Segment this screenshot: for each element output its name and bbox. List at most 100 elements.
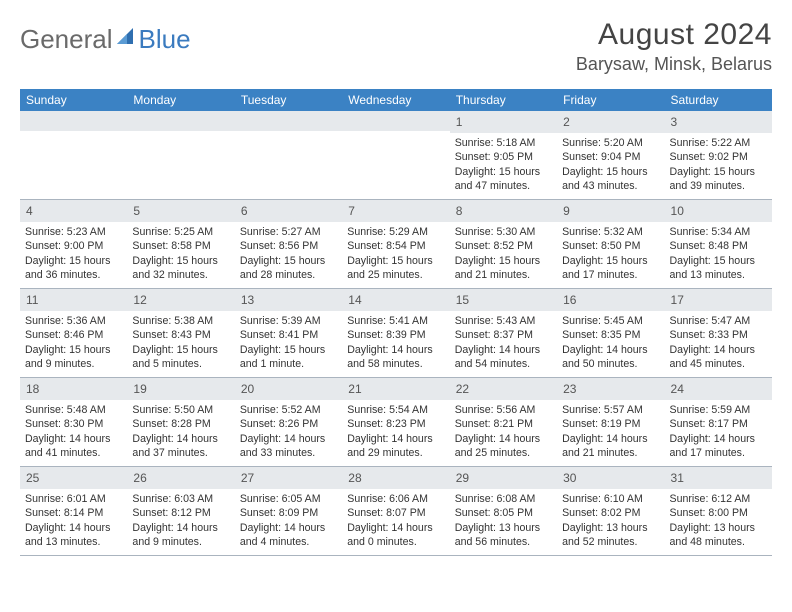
sunset-text: Sunset: 8:58 PM (132, 239, 229, 253)
day-number: 14 (342, 289, 449, 311)
daylight-text: Daylight: 14 hours and 58 minutes. (347, 343, 444, 372)
day-number (127, 111, 234, 131)
daylight-text: Daylight: 13 hours and 56 minutes. (455, 521, 552, 550)
sunset-text: Sunset: 8:52 PM (455, 239, 552, 253)
daylight-text: Daylight: 15 hours and 21 minutes. (455, 254, 552, 283)
sunset-text: Sunset: 8:02 PM (562, 506, 659, 520)
day-number: 30 (557, 467, 664, 489)
day-body: Sunrise: 5:22 AMSunset: 9:02 PMDaylight:… (665, 133, 772, 196)
sunrise-text: Sunrise: 5:38 AM (132, 314, 229, 328)
day-cell: 30Sunrise: 6:10 AMSunset: 8:02 PMDayligh… (557, 467, 664, 555)
day-cell: 20Sunrise: 5:52 AMSunset: 8:26 PMDayligh… (235, 378, 342, 466)
daylight-text: Daylight: 15 hours and 5 minutes. (132, 343, 229, 372)
sunset-text: Sunset: 8:23 PM (347, 417, 444, 431)
sunset-text: Sunset: 8:46 PM (25, 328, 122, 342)
day-body: Sunrise: 5:56 AMSunset: 8:21 PMDaylight:… (450, 400, 557, 463)
sunrise-text: Sunrise: 5:56 AM (455, 403, 552, 417)
sunset-text: Sunset: 8:09 PM (240, 506, 337, 520)
daylight-text: Daylight: 15 hours and 17 minutes. (562, 254, 659, 283)
sunrise-text: Sunrise: 5:59 AM (670, 403, 767, 417)
day-cell: 9Sunrise: 5:32 AMSunset: 8:50 PMDaylight… (557, 200, 664, 288)
daylight-text: Daylight: 15 hours and 28 minutes. (240, 254, 337, 283)
day-body: Sunrise: 5:54 AMSunset: 8:23 PMDaylight:… (342, 400, 449, 463)
daylight-text: Daylight: 14 hours and 4 minutes. (240, 521, 337, 550)
day-body: Sunrise: 5:23 AMSunset: 9:00 PMDaylight:… (20, 222, 127, 285)
daylight-text: Daylight: 15 hours and 43 minutes. (562, 165, 659, 194)
sunrise-text: Sunrise: 5:36 AM (25, 314, 122, 328)
day-body: Sunrise: 5:47 AMSunset: 8:33 PMDaylight:… (665, 311, 772, 374)
day-cell (342, 111, 449, 199)
sunrise-text: Sunrise: 5:54 AM (347, 403, 444, 417)
day-cell: 3Sunrise: 5:22 AMSunset: 9:02 PMDaylight… (665, 111, 772, 199)
day-number: 27 (235, 467, 342, 489)
logo-text-blue: Blue (139, 24, 191, 55)
sunrise-text: Sunrise: 5:18 AM (455, 136, 552, 150)
sunrise-text: Sunrise: 5:32 AM (562, 225, 659, 239)
sunrise-text: Sunrise: 5:48 AM (25, 403, 122, 417)
day-body: Sunrise: 5:59 AMSunset: 8:17 PMDaylight:… (665, 400, 772, 463)
daylight-text: Daylight: 14 hours and 17 minutes. (670, 432, 767, 461)
sunrise-text: Sunrise: 6:12 AM (670, 492, 767, 506)
day-number: 17 (665, 289, 772, 311)
day-cell (20, 111, 127, 199)
sunset-text: Sunset: 8:07 PM (347, 506, 444, 520)
day-number: 25 (20, 467, 127, 489)
week-row: 4Sunrise: 5:23 AMSunset: 9:00 PMDaylight… (20, 200, 772, 289)
day-body: Sunrise: 5:48 AMSunset: 8:30 PMDaylight:… (20, 400, 127, 463)
day-cell: 4Sunrise: 5:23 AMSunset: 9:00 PMDaylight… (20, 200, 127, 288)
day-number: 11 (20, 289, 127, 311)
sunset-text: Sunset: 9:02 PM (670, 150, 767, 164)
weekday-header: Tuesday (235, 89, 342, 111)
day-cell: 18Sunrise: 5:48 AMSunset: 8:30 PMDayligh… (20, 378, 127, 466)
day-number: 28 (342, 467, 449, 489)
day-body: Sunrise: 6:01 AMSunset: 8:14 PMDaylight:… (20, 489, 127, 552)
day-cell: 26Sunrise: 6:03 AMSunset: 8:12 PMDayligh… (127, 467, 234, 555)
day-body: Sunrise: 5:20 AMSunset: 9:04 PMDaylight:… (557, 133, 664, 196)
day-number: 18 (20, 378, 127, 400)
sunrise-text: Sunrise: 5:45 AM (562, 314, 659, 328)
weekday-header: Thursday (450, 89, 557, 111)
day-number: 29 (450, 467, 557, 489)
week-row: 25Sunrise: 6:01 AMSunset: 8:14 PMDayligh… (20, 467, 772, 556)
sunset-text: Sunset: 8:43 PM (132, 328, 229, 342)
day-body: Sunrise: 6:12 AMSunset: 8:00 PMDaylight:… (665, 489, 772, 552)
daylight-text: Daylight: 14 hours and 54 minutes. (455, 343, 552, 372)
sunrise-text: Sunrise: 5:50 AM (132, 403, 229, 417)
day-body: Sunrise: 5:38 AMSunset: 8:43 PMDaylight:… (127, 311, 234, 374)
sunrise-text: Sunrise: 6:03 AM (132, 492, 229, 506)
sunset-text: Sunset: 8:39 PM (347, 328, 444, 342)
day-body: Sunrise: 5:52 AMSunset: 8:26 PMDaylight:… (235, 400, 342, 463)
daylight-text: Daylight: 14 hours and 45 minutes. (670, 343, 767, 372)
daylight-text: Daylight: 14 hours and 25 minutes. (455, 432, 552, 461)
day-cell: 16Sunrise: 5:45 AMSunset: 8:35 PMDayligh… (557, 289, 664, 377)
day-cell: 13Sunrise: 5:39 AMSunset: 8:41 PMDayligh… (235, 289, 342, 377)
day-number: 31 (665, 467, 772, 489)
daylight-text: Daylight: 14 hours and 0 minutes. (347, 521, 444, 550)
weekday-header-row: SundayMondayTuesdayWednesdayThursdayFrid… (20, 89, 772, 111)
day-cell: 1Sunrise: 5:18 AMSunset: 9:05 PMDaylight… (450, 111, 557, 199)
calendar: SundayMondayTuesdayWednesdayThursdayFrid… (20, 89, 772, 556)
logo-text-general: General (20, 24, 113, 55)
daylight-text: Daylight: 14 hours and 29 minutes. (347, 432, 444, 461)
sunrise-text: Sunrise: 5:22 AM (670, 136, 767, 150)
daylight-text: Daylight: 13 hours and 52 minutes. (562, 521, 659, 550)
day-body: Sunrise: 6:10 AMSunset: 8:02 PMDaylight:… (557, 489, 664, 552)
day-body: Sunrise: 6:05 AMSunset: 8:09 PMDaylight:… (235, 489, 342, 552)
title-block: August 2024 Barysaw, Minsk, Belarus (576, 18, 772, 75)
daylight-text: Daylight: 14 hours and 21 minutes. (562, 432, 659, 461)
day-number: 26 (127, 467, 234, 489)
sunset-text: Sunset: 8:12 PM (132, 506, 229, 520)
sunset-text: Sunset: 8:33 PM (670, 328, 767, 342)
day-cell: 31Sunrise: 6:12 AMSunset: 8:00 PMDayligh… (665, 467, 772, 555)
sunset-text: Sunset: 8:48 PM (670, 239, 767, 253)
day-cell: 29Sunrise: 6:08 AMSunset: 8:05 PMDayligh… (450, 467, 557, 555)
day-body: Sunrise: 5:50 AMSunset: 8:28 PMDaylight:… (127, 400, 234, 463)
daylight-text: Daylight: 14 hours and 50 minutes. (562, 343, 659, 372)
header: General Blue August 2024 Barysaw, Minsk,… (20, 18, 772, 75)
sunrise-text: Sunrise: 5:39 AM (240, 314, 337, 328)
day-cell: 23Sunrise: 5:57 AMSunset: 8:19 PMDayligh… (557, 378, 664, 466)
daylight-text: Daylight: 15 hours and 32 minutes. (132, 254, 229, 283)
day-body: Sunrise: 5:32 AMSunset: 8:50 PMDaylight:… (557, 222, 664, 285)
day-body: Sunrise: 5:34 AMSunset: 8:48 PMDaylight:… (665, 222, 772, 285)
day-number (235, 111, 342, 131)
